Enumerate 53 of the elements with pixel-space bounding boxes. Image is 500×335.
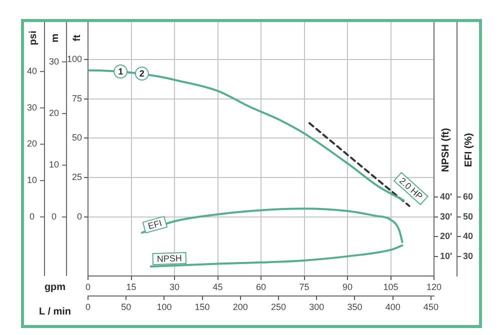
x2-tick-label: 450 — [423, 302, 438, 312]
x-tick-label: 120 — [426, 282, 442, 292]
y-tick-label: 25 — [72, 172, 82, 182]
text: psi — [28, 30, 39, 46]
text: 0 — [51, 211, 57, 222]
y-axis-title: ft — [72, 34, 83, 42]
y3-tick-label: 40 — [463, 231, 474, 242]
text: 30 — [26, 102, 38, 112]
x2-axis-title: L / min — [38, 306, 72, 318]
y3-axis-title: EFI (%) — [463, 133, 474, 167]
y2-tick-label: 10' — [440, 250, 452, 261]
annotation: 2 — [139, 68, 144, 79]
x-tick-label: 45 — [212, 282, 223, 292]
annotation: 1 — [118, 66, 124, 76]
x2-tick-label: 350 — [347, 302, 362, 312]
y-tick-label: 100 — [66, 54, 82, 64]
text: 20 — [26, 138, 38, 149]
text: 0 — [29, 211, 35, 222]
text: m — [50, 33, 61, 42]
x-tick-label: 60 — [256, 282, 266, 292]
x2-tick-label: 100 — [156, 302, 172, 312]
text: 20 — [48, 108, 60, 118]
y2-tick-label: 30' — [440, 211, 452, 222]
x2-tick-label: 400 — [385, 302, 400, 312]
x-tick-label: 15 — [126, 282, 136, 292]
y2-tick-label: 40' — [440, 192, 452, 202]
x2-tick-label: 300 — [309, 302, 324, 312]
y-tick-label: 0 — [76, 211, 82, 222]
text: EFI — [146, 218, 163, 232]
text: 30 — [48, 56, 60, 66]
x-axis-title: gpm — [44, 282, 66, 293]
y-tick-label: 50 — [72, 132, 82, 143]
y3-tick-label: 60 — [463, 192, 474, 202]
x-tick-label: 30 — [169, 282, 180, 292]
x-tick-label: 90 — [342, 282, 353, 292]
y2-tick-label: 20' — [440, 231, 452, 242]
series-label: NPSH — [156, 253, 182, 264]
x2-tick-label: 0 — [85, 302, 91, 312]
y-tick-label: 75 — [72, 93, 82, 104]
x2-tick-label: 50 — [121, 302, 132, 312]
x-tick-label: 75 — [299, 282, 310, 292]
y2-axis-title: NPSH (ft) — [440, 128, 452, 172]
text: 40 — [26, 66, 38, 76]
text: 10 — [26, 175, 38, 186]
x2-tick-label: 250 — [271, 302, 286, 312]
y3-tick-label: 30 — [463, 250, 474, 261]
x-tick-label: 105 — [383, 282, 398, 292]
x2-tick-label: 150 — [194, 302, 210, 312]
text: 10 — [48, 160, 60, 170]
x-tick-label: 0 — [85, 282, 91, 292]
annotation: 2.0 HP — [397, 176, 425, 202]
y3-tick-label: 50 — [463, 211, 474, 222]
x2-tick-label: 200 — [232, 302, 248, 312]
